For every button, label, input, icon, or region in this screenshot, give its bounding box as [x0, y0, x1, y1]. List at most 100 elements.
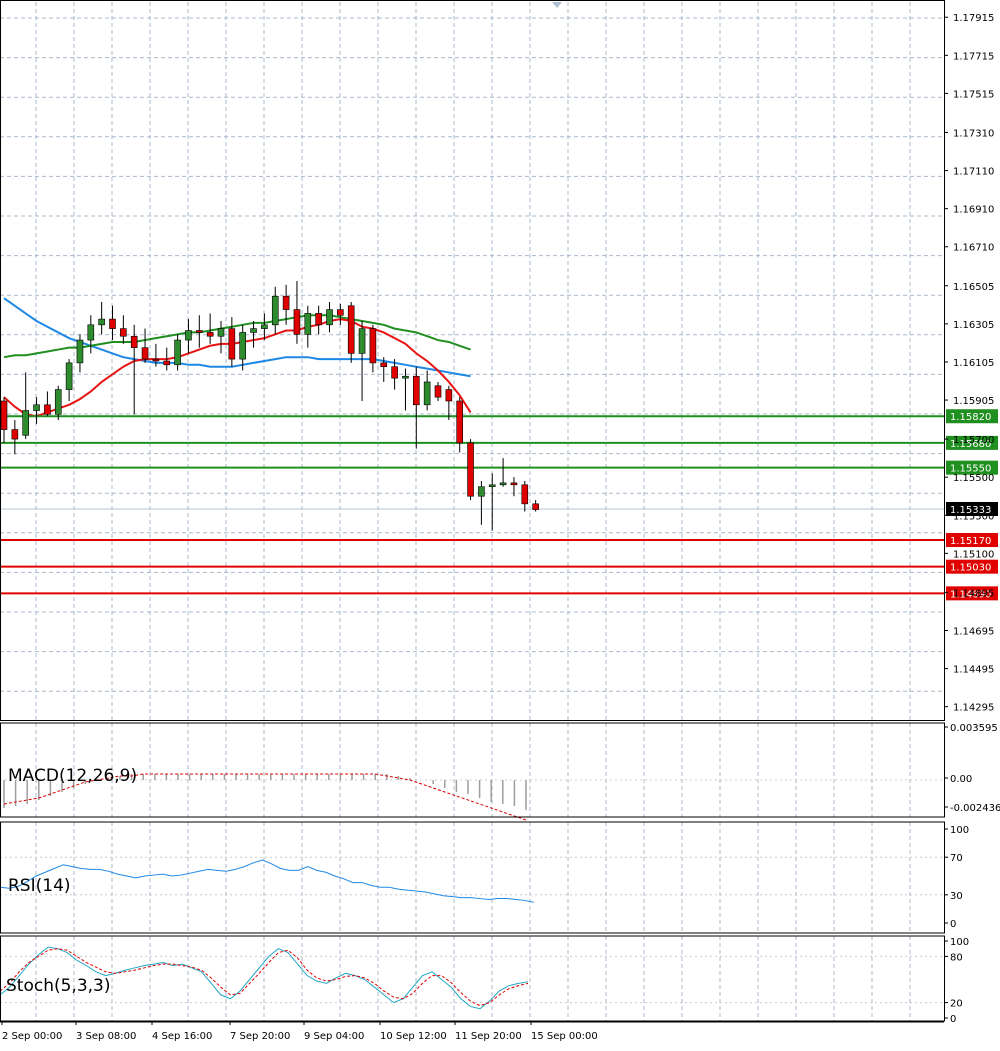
candle-body	[434, 385, 442, 398]
price-tick-label: 1.16305	[953, 320, 994, 331]
candle-body	[196, 330, 203, 333]
ma-mid-line	[3, 314, 471, 359]
macd-tick-label: 0.00	[950, 774, 972, 785]
candle-body	[380, 362, 388, 368]
rsi-label: RSI(14)	[8, 876, 71, 896]
rsi-line	[0, 859, 535, 903]
candle-body	[293, 309, 301, 335]
candle-body	[337, 309, 344, 316]
candle-body	[0, 400, 8, 430]
candle-body	[347, 305, 355, 354]
candle-body	[478, 486, 485, 497]
main-panel-frame	[0, 0, 945, 721]
price-tick-label: 1.16710	[953, 243, 994, 254]
price-levels: 1.15820 1.15680 1.15550 1.15170 1.15030 1.148…	[0, 409, 998, 601]
candle-body	[467, 442, 474, 497]
price-level-tag	[946, 435, 998, 450]
candle-body	[239, 332, 246, 360]
candle-body	[423, 381, 431, 406]
candle-body	[174, 339, 181, 366]
candle-body	[130, 335, 138, 348]
stoch-panel: 100 80 20 0	[0, 937, 969, 1025]
time-tick-label: 3 Sep 08:00	[76, 1031, 136, 1042]
price-tick-label: 1.15300	[953, 511, 994, 522]
macd-panel: 0.003595 0.00 -0.002436	[0, 723, 1000, 821]
candle-body	[120, 328, 127, 337]
time-tick-label: 9 Sep 04:00	[304, 1031, 364, 1042]
candles	[0, 281, 539, 531]
candle-body	[499, 482, 507, 486]
candle-body	[76, 339, 84, 364]
price-tick-label: 1.15100	[953, 549, 994, 560]
candle-body	[22, 410, 30, 436]
sub-panel-frame	[0, 821, 945, 934]
candle-body	[326, 309, 333, 326]
price-tick-label: 1.16910	[953, 205, 994, 216]
price-tick-label: 1.17515	[953, 89, 994, 100]
candle-body	[206, 332, 214, 337]
candle-body	[521, 484, 529, 505]
time-tick-label: 4 Sep 16:00	[152, 1031, 212, 1042]
candle-body	[141, 347, 149, 360]
time-tick-label: 11 Sep 20:00	[455, 1031, 522, 1042]
rsi-panel: 100 70 30 0	[0, 825, 969, 930]
price-level-tag	[946, 460, 998, 475]
price-level-label: 1.14890	[950, 589, 991, 600]
stoch-tick-label: 80	[950, 952, 963, 963]
candle-body	[185, 330, 192, 341]
candle-body	[109, 318, 116, 329]
current-price-tag	[946, 501, 998, 516]
sub-panel-frame	[0, 722, 945, 818]
stoch-signal-line	[0, 948, 529, 1007]
stoch-main-line	[0, 946, 529, 1010]
candle-body	[271, 295, 279, 326]
time-tick-label: 10 Sep 12:00	[380, 1031, 447, 1042]
price-level-label: 1.15550	[950, 464, 991, 475]
price-level-tag	[946, 586, 998, 601]
rsi-tick-label: 0	[950, 919, 956, 930]
ma-fast-line	[3, 318, 472, 418]
price-tick-label: 1.17915	[953, 13, 994, 24]
macd-tick-label: -0.002436	[950, 803, 1000, 814]
rsi-tick-label: 30	[950, 891, 963, 902]
grid-lines	[0, 2, 944, 1021]
candle-body	[315, 313, 322, 326]
price-tick-label: 1.14695	[953, 626, 994, 637]
sub-panel-frame	[0, 935, 945, 1022]
candle-body	[304, 313, 312, 335]
candle-body	[250, 328, 257, 333]
candle-body	[163, 360, 171, 366]
macd-label: MACD(12,26,9)	[8, 766, 137, 786]
ma-slow-line	[3, 297, 471, 378]
scroll-marker-icon	[552, 2, 562, 8]
price-level-tag	[946, 409, 998, 424]
stoch-tick-label: 20	[950, 999, 963, 1010]
candle-body	[358, 328, 366, 354]
price-tick-label: 1.17715	[953, 51, 994, 62]
price-tick-label: 1.15500	[953, 473, 994, 484]
candle-body	[456, 400, 464, 444]
price-tick-label: 1.17310	[953, 128, 994, 139]
panel-frames	[0, 0, 945, 1023]
price-level-label: 1.15820	[950, 412, 991, 423]
time-tick-label: 15 Sep 00:00	[531, 1031, 598, 1042]
price-level-tag	[946, 559, 998, 574]
candle-body	[282, 295, 290, 310]
price-tick-label: 1.16105	[953, 358, 994, 369]
price-tick-label: 1.16505	[953, 282, 994, 293]
time-tick-label: 2 Sep 00:00	[2, 1031, 62, 1042]
candle-body	[65, 362, 73, 390]
price-tick-label: 1.17110	[953, 167, 994, 178]
stoch-tick-label: 100	[950, 937, 969, 948]
price-tick-label: 1.14495	[953, 665, 994, 676]
rsi-tick-label: 100	[950, 825, 969, 836]
candle-body	[488, 484, 496, 487]
candle-body	[228, 328, 236, 360]
candle-body	[510, 482, 518, 486]
candle-body	[412, 375, 420, 406]
candle-body	[11, 429, 19, 440]
time-tick-label: 7 Sep 20:00	[230, 1031, 290, 1042]
candle-body	[445, 389, 453, 402]
